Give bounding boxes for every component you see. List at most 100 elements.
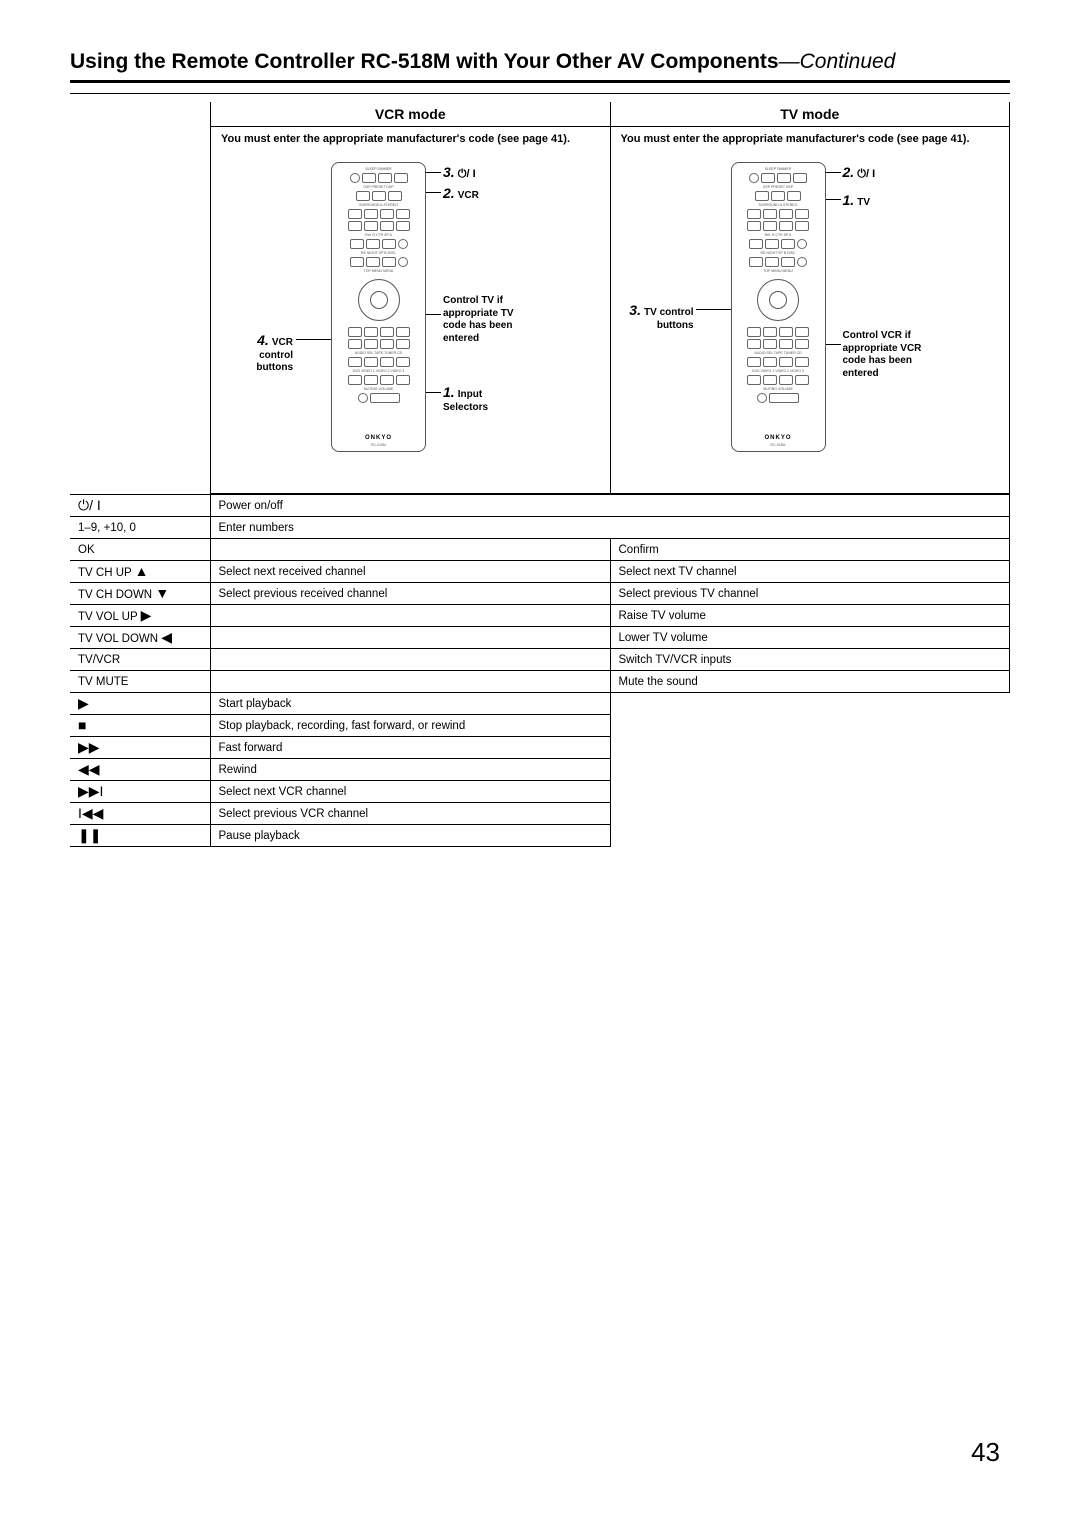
lead-line <box>426 192 441 193</box>
remote-row-label: DSP PRESET DSP <box>736 185 821 189</box>
vcr-mode-note: You must enter the appropriate manufactu… <box>211 127 610 154</box>
lead-line <box>426 172 441 173</box>
vcr-diagram: SLEEP DIMMER DSP PRESET DSP SURROUND A.S… <box>211 154 610 494</box>
empty-cell <box>610 737 1010 759</box>
lead-line <box>426 392 441 393</box>
button-cell: ▶▶I <box>70 781 210 803</box>
modes-row: VCR mode You must enter the appropriate … <box>210 102 1010 494</box>
remote-row-label: DVD VIDEO 1 VIDEO 2 VIDEO 3 <box>736 369 821 373</box>
button-cell: ◀◀ <box>70 759 210 781</box>
remote-row-label: RE NIGHT SP B DISC <box>336 251 421 255</box>
vcr-cell: Fast forward <box>210 737 610 759</box>
tv-cell: Select next TV channel <box>610 561 1010 583</box>
button-cell: TV CH UP ▲ <box>70 561 210 583</box>
callout-1-tv: 1. TV <box>843 192 871 209</box>
table-row: TV/VCR Switch TV/VCR inputs <box>70 649 1010 671</box>
table-row: ■ Stop playback, recording, fast forward,… <box>70 715 1010 737</box>
tv-cell: Lower TV volume <box>610 627 1010 649</box>
symbol-icon: ◀◀ <box>78 761 100 777</box>
symbol-icon: ⏻/ I <box>78 497 101 513</box>
remote-row-label: SURROUND A.STEREO <box>336 203 421 207</box>
table-row: I◀◀ Select previous VCR channel <box>70 803 1010 825</box>
remote-brand: ONKYO <box>736 435 821 441</box>
empty-cell <box>610 759 1010 781</box>
vcr-cell: Rewind <box>210 759 610 781</box>
vcr-cell: Start playback <box>210 693 610 715</box>
empty-cell <box>610 803 1010 825</box>
lead-line <box>826 199 841 200</box>
vcr-cell <box>210 671 610 693</box>
lead-line <box>696 309 731 310</box>
page-title: Using the Remote Controller RC-518M with… <box>70 50 1010 83</box>
table-row: ▶▶ Fast forward <box>70 737 1010 759</box>
tv-mode-column: TV mode You must enter the appropriate m… <box>610 102 1011 494</box>
button-cell: TV VOL DOWN ◀ <box>70 627 210 649</box>
function-table: ⏻/ I Power on/off1–9, +10, 0Enter numbers… <box>70 494 1010 847</box>
remote-row-label: TOP MENU MENU <box>336 269 421 273</box>
vcr-mode-column: VCR mode You must enter the appropriate … <box>210 102 610 494</box>
vcr-cell: Select next VCR channel <box>210 781 610 803</box>
vcr-cell: Select previous received channel <box>210 583 610 605</box>
callout-3: 3. ⏻/ I <box>443 164 476 181</box>
symbol-icon: ■ <box>78 717 86 733</box>
button-cell: ❚❚ <box>70 825 210 847</box>
description-cell: Power on/off <box>210 495 1010 517</box>
remote-row-label: SLEEP DIMMER <box>736 167 821 171</box>
title-suffix: —Continued <box>779 50 896 73</box>
table-row: TV CH DOWN ▼Select previous received cha… <box>70 583 1010 605</box>
vcr-cell <box>210 649 610 671</box>
remote-model: RC-518M <box>736 443 821 447</box>
button-cell: OK <box>70 539 210 561</box>
tv-cell: Confirm <box>610 539 1010 561</box>
vcr-cell: Stop playback, recording, fast forward, … <box>210 715 610 737</box>
remote-row-label: RE NIGHT SP B DISC <box>736 251 821 255</box>
symbol-icon: ▶▶I <box>78 783 103 799</box>
table-row: TV VOL UP ▶Raise TV volume <box>70 605 1010 627</box>
callout-3-tv: 3. TV control buttons <box>626 302 694 331</box>
lead-line <box>826 172 841 173</box>
button-cell: TV VOL UP ▶ <box>70 605 210 627</box>
remote-row-label: MUTING VOLUME <box>336 387 421 391</box>
lead-line <box>426 314 441 315</box>
symbol-icon: ▶▶ <box>78 739 100 755</box>
button-cell: TV CH DOWN ▼ <box>70 583 210 605</box>
description-cell: Enter numbers <box>210 517 1010 539</box>
button-cell: ⏻/ I <box>70 495 210 517</box>
remote-row-label: SLEEP DIMMER <box>336 167 421 171</box>
vcr-cell <box>210 627 610 649</box>
vcr-cell <box>210 605 610 627</box>
remote-row-label: TOP MENU MENU <box>736 269 821 273</box>
symbol-icon: I◀◀ <box>78 805 103 821</box>
symbol-icon: ◀ <box>161 629 172 645</box>
symbol-icon: ❚❚ <box>78 827 101 843</box>
button-cell: TV/VCR <box>70 649 210 671</box>
tv-cell: Switch TV/VCR inputs <box>610 649 1010 671</box>
symbol-icon: ▶ <box>78 695 89 711</box>
callout-1: 1. Input Selectors <box>443 384 523 413</box>
vcr-cell: Pause playback <box>210 825 610 847</box>
remote-vcr: SLEEP DIMMER DSP PRESET DSP SURROUND A.S… <box>331 162 426 452</box>
table-row: ⏻/ I Power on/off <box>70 495 1010 517</box>
table-row: TV CH UP ▲Select next received channelSe… <box>70 561 1010 583</box>
button-cell: I◀◀ <box>70 803 210 825</box>
table-row: OK Confirm <box>70 539 1010 561</box>
table-row: 1–9, +10, 0Enter numbers <box>70 517 1010 539</box>
title-main: Using the Remote Controller RC-518M with… <box>70 50 779 73</box>
remote-model: RC-518M <box>336 443 421 447</box>
callout-vcr-note: Control VCR if appropriate VCR code has … <box>843 329 943 380</box>
remote-brand: ONKYO <box>336 435 421 441</box>
symbol-icon: ▶ <box>141 607 152 623</box>
tv-cell: Select previous TV channel <box>610 583 1010 605</box>
empty-cell <box>610 825 1010 847</box>
symbol-icon: ▲ <box>135 563 149 579</box>
vcr-cell: Select previous VCR channel <box>210 803 610 825</box>
tv-mode-header: TV mode <box>611 102 1010 127</box>
button-cell: TV MUTE <box>70 671 210 693</box>
remote-row-label: AUDIO SEL TAPE TUNER CD <box>336 351 421 355</box>
vcr-cell <box>210 539 610 561</box>
remote-row-label: Ref. R.CTR SP A <box>736 233 821 237</box>
button-cell: 1–9, +10, 0 <box>70 517 210 539</box>
callout-2: 2. VCR <box>443 185 479 202</box>
remote-row-label: DVD VIDEO 1 VIDEO 2 VIDEO 3 <box>336 369 421 373</box>
callout-2-tv: 2. ⏻/ I <box>843 164 876 181</box>
